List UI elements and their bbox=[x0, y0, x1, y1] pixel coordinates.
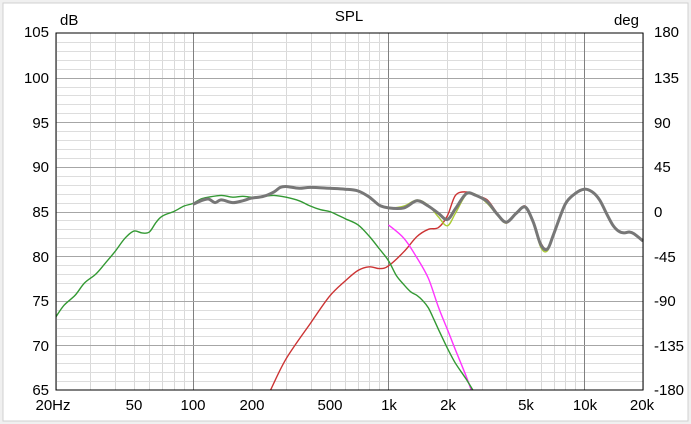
y-tick-label: 100 bbox=[24, 70, 49, 87]
x-tick-label: 100 bbox=[180, 397, 205, 414]
y-tick-label: 75 bbox=[32, 293, 49, 310]
series-line-4 bbox=[192, 184, 644, 252]
y-tick-label: 80 bbox=[32, 249, 49, 266]
y-right-axis: 180 135 90 45 0 -45 -90 -135 -180 bbox=[654, 24, 684, 399]
y2-tick-label: -45 bbox=[654, 249, 676, 266]
plot-frame bbox=[55, 32, 644, 391]
y-tick-label: 65 bbox=[32, 382, 49, 399]
x-tick-label: 1k bbox=[381, 397, 397, 414]
y-left-axis: 105 100 95 90 85 80 75 70 65 bbox=[24, 24, 49, 399]
right-unit-label: deg bbox=[614, 12, 639, 29]
y-tick-label: 105 bbox=[24, 24, 49, 41]
x-tick-label: 200 bbox=[239, 397, 264, 414]
y-tick-label: 85 bbox=[32, 204, 49, 221]
y-tick-label: 95 bbox=[32, 115, 49, 132]
y-tick-label: 70 bbox=[32, 338, 49, 355]
x-axis: 20Hz 50 100 200 500 1k 2k 5k 10k 20k bbox=[35, 397, 654, 414]
series-line-2 bbox=[387, 224, 472, 391]
x-tick-label: 2k bbox=[440, 397, 456, 414]
y2-tick-label: -135 bbox=[654, 338, 684, 355]
y2-tick-label: 90 bbox=[654, 115, 671, 132]
y2-tick-label: 45 bbox=[654, 159, 671, 176]
left-unit-label: dB bbox=[60, 12, 78, 29]
x-tick-label: 500 bbox=[317, 397, 342, 414]
chart-title: SPL bbox=[335, 8, 363, 25]
y-tick-label: 90 bbox=[32, 159, 49, 176]
y2-tick-label: 0 bbox=[654, 204, 662, 221]
plot-area bbox=[56, 33, 643, 390]
y2-tick-label: 135 bbox=[654, 70, 679, 87]
x-tick-label: 10k bbox=[573, 397, 598, 414]
y2-tick-label: -90 bbox=[654, 293, 676, 310]
x-tick-label: 5k bbox=[518, 397, 534, 414]
grid-major bbox=[56, 33, 643, 390]
series-layer bbox=[55, 184, 644, 391]
x-tick-label: 50 bbox=[126, 397, 143, 414]
y2-tick-label: 180 bbox=[654, 24, 679, 41]
series-line-3 bbox=[55, 194, 474, 391]
y2-tick-label: -180 bbox=[654, 382, 684, 399]
x-tick-label: 20k bbox=[630, 397, 655, 414]
x-tick-label: 20Hz bbox=[35, 397, 70, 414]
